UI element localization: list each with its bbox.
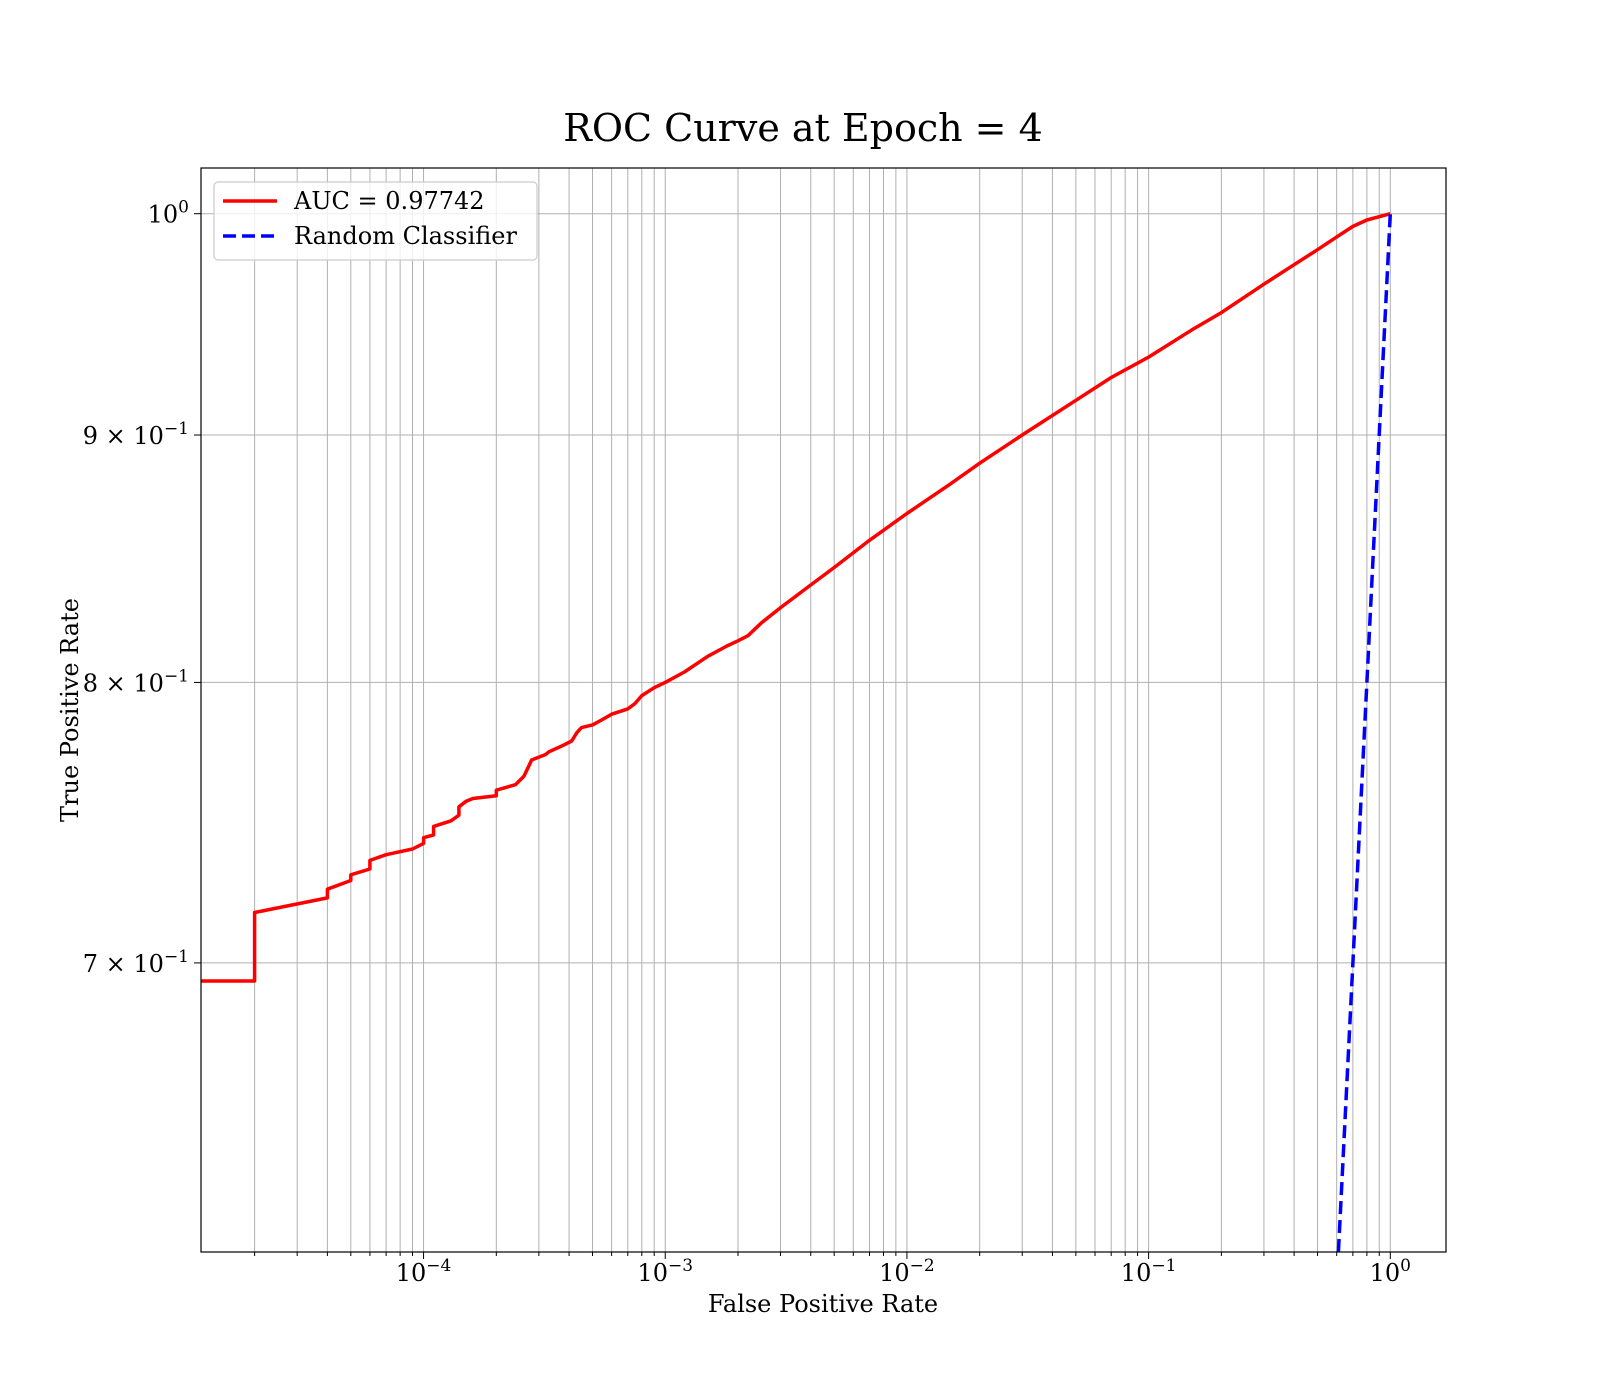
x-tick-label: 10−4 (396, 1256, 452, 1287)
y-tick-label: 9 × 10−1 (83, 419, 189, 450)
plot-frame (200, 167, 1447, 1253)
y-tick-label: 7 × 10−1 (83, 947, 189, 978)
series-layer (201, 212, 1393, 1252)
x-tick-label: 100 (1370, 1256, 1411, 1287)
chart-title: ROC Curve at Epoch = 4 (563, 106, 1043, 150)
x-tick-label: 10−3 (637, 1256, 693, 1287)
axis-ticks: 100 9 × 10−1 8 × 10−1 7 × 10−1 10−4 10−3 10−2 1… (83, 198, 1411, 1287)
grid-lines (201, 168, 1446, 1252)
legend-label-random-classifier: Random Classifier (294, 222, 517, 250)
random-classifier-line (1336, 213, 1393, 1252)
x-axis-label: False Positive Rate (708, 1290, 938, 1318)
y-axis-label: True Positive Rate (56, 598, 84, 822)
legend: AUC = 0.97742 Random Classifier (213, 181, 538, 261)
roc-curve-line (201, 212, 1391, 983)
y-tick-label: 8 × 10−1 (83, 666, 189, 697)
y-tick-label: 100 (148, 198, 189, 229)
legend-box (213, 181, 538, 261)
x-tick-label: 10−2 (879, 1256, 935, 1287)
x-tick-label: 10−1 (1121, 1256, 1177, 1287)
legend-label-auc: AUC = 0.97742 (293, 187, 485, 215)
